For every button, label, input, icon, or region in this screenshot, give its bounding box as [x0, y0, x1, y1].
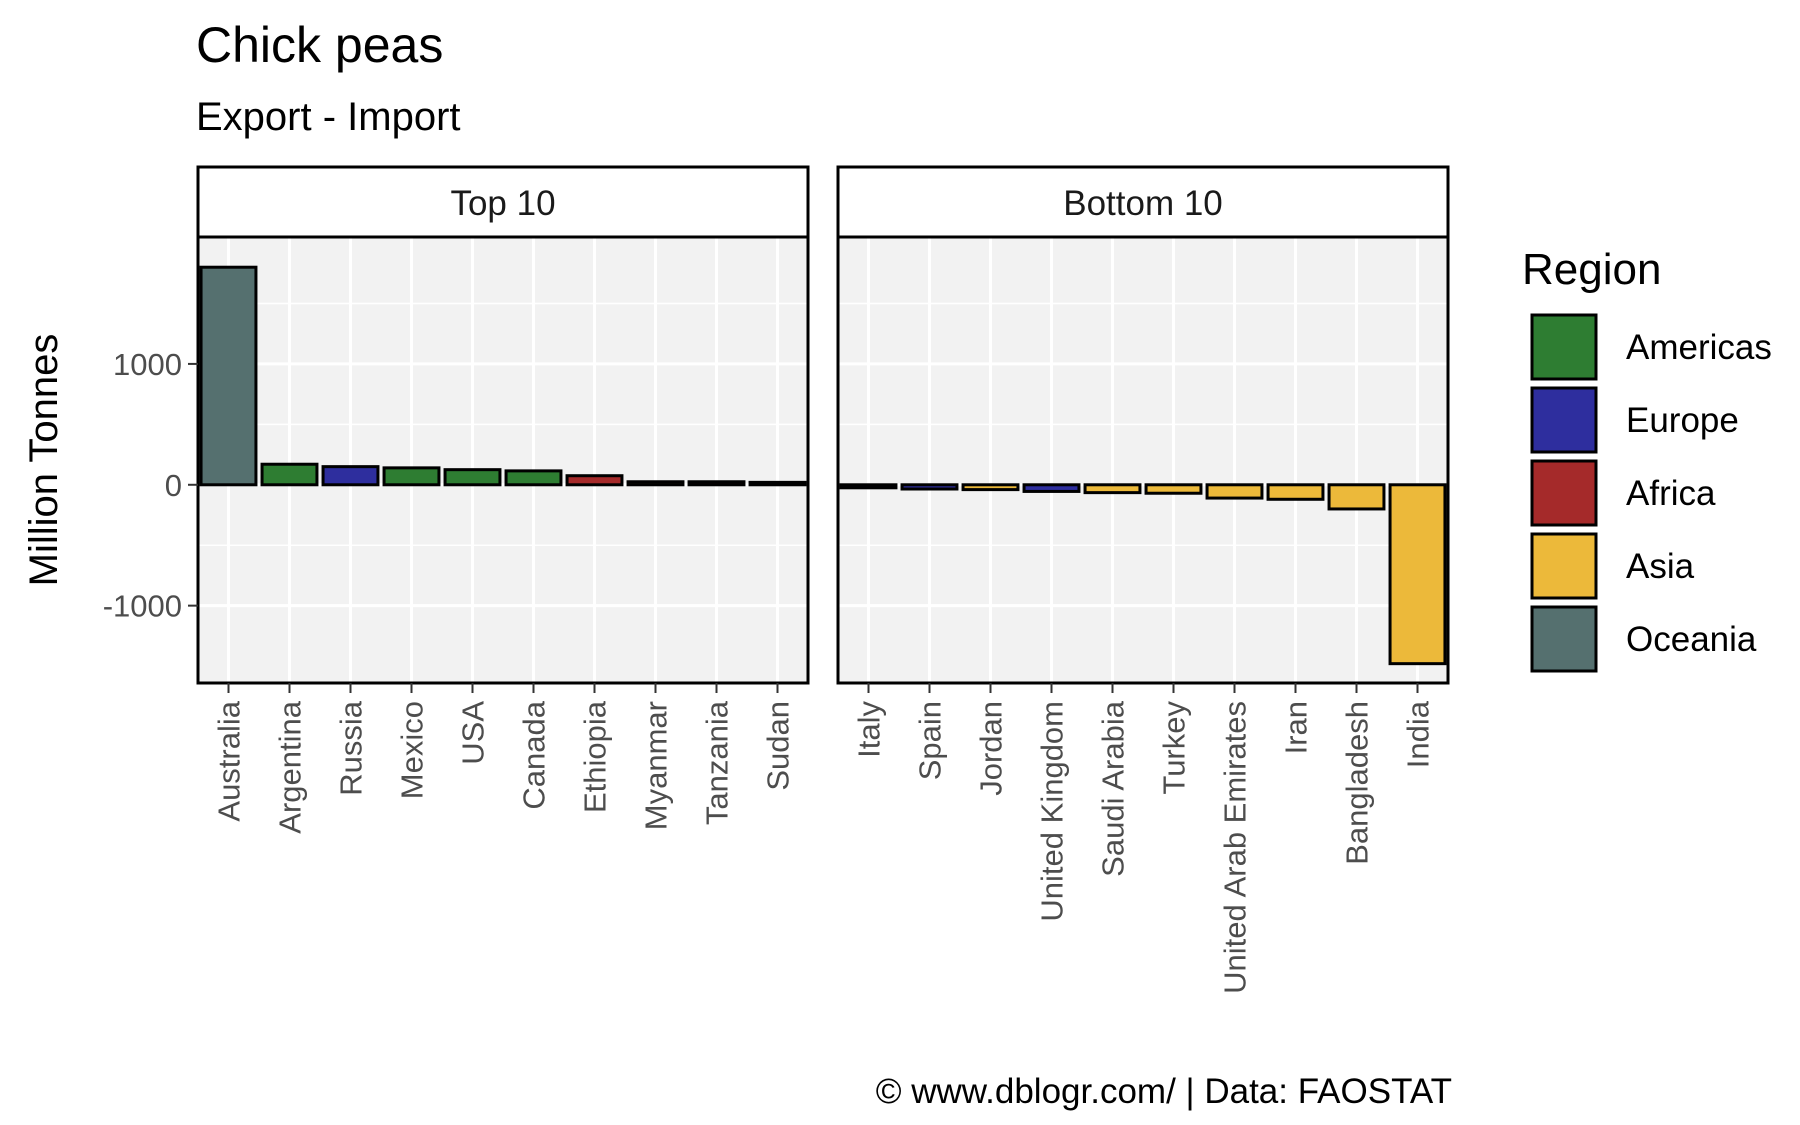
- y-tick-label: 1000: [113, 347, 182, 382]
- x-tick-label: Argentina: [273, 700, 308, 833]
- bar-sudan: [748, 480, 807, 487]
- bar-turkey: [1144, 483, 1203, 495]
- bar-iran: [1266, 483, 1325, 501]
- chart-subtitle: Export - Import: [196, 95, 461, 139]
- panel-background: [838, 237, 1448, 683]
- bar-jordan: [961, 483, 1020, 492]
- facet-strip: [196, 165, 810, 239]
- x-tick-label: Sudan: [761, 701, 796, 791]
- x-tick-label: Jordan: [974, 701, 1009, 796]
- x-tick-label: Ethiopia: [578, 700, 613, 813]
- bar-ethiopia: [565, 474, 624, 487]
- panel-border: [836, 235, 1450, 685]
- legend-swatch-europe: [1530, 386, 1598, 454]
- legend: Region Americas Europe Africa Asia Oceania: [1522, 245, 1772, 673]
- x-tick-label: Iran: [1279, 701, 1314, 754]
- bar-tanzania: [687, 480, 746, 487]
- legend-swatch-asia: [1530, 532, 1598, 600]
- facet-panel: Top 10 Australia Argentina Russia Mexico USA C…: [103, 165, 810, 834]
- x-tick-label: Mexico: [395, 701, 430, 799]
- y-tick-label: 0: [165, 468, 182, 503]
- bar-usa: [443, 468, 502, 487]
- panel-background: [198, 237, 808, 683]
- bar-united-arab-emirates: [1205, 483, 1264, 500]
- x-tick-label: Bangladesh: [1340, 701, 1375, 865]
- bar-russia: [321, 465, 380, 487]
- legend-swatch-americas: [1530, 313, 1598, 381]
- x-tick-label: Australia: [212, 700, 247, 821]
- x-tick-label: Canada: [517, 700, 552, 809]
- x-tick-label: United Arab Emirates: [1218, 701, 1253, 994]
- x-tick-label: Italy: [852, 701, 887, 758]
- bar-myanmar: [626, 480, 685, 487]
- legend-label: Europe: [1626, 401, 1739, 440]
- y-axis-title: Million Tonnes: [22, 334, 66, 587]
- facet-strip: [836, 165, 1450, 239]
- panels: Top 10 Australia Argentina Russia Mexico USA C…: [103, 165, 1450, 994]
- x-tick-label: Saudi Arabia: [1096, 700, 1131, 877]
- bar-argentina: [260, 462, 319, 487]
- facet-label: Top 10: [450, 184, 555, 223]
- facet-label: Bottom 10: [1063, 184, 1223, 223]
- bar-mexico: [382, 466, 441, 487]
- legend-swatch-oceania: [1530, 605, 1598, 673]
- chart-title: Chick peas: [196, 17, 443, 73]
- bar-bangladesh: [1327, 483, 1386, 511]
- x-tick-label: United Kingdom: [1035, 701, 1070, 922]
- y-tick-label: -1000: [103, 589, 182, 624]
- bar-united-kingdom: [1022, 483, 1081, 493]
- panel-border: [196, 235, 810, 685]
- legend-label: Asia: [1626, 547, 1695, 586]
- x-tick-label: India: [1401, 700, 1436, 768]
- caption: © www.dblogr.com/ | Data: FAOSTAT: [876, 1072, 1452, 1111]
- x-tick-label: USA: [456, 701, 491, 765]
- bar-australia: [199, 265, 258, 487]
- x-tick-label: Spain: [913, 701, 948, 780]
- x-tick-label: Turkey: [1157, 701, 1192, 795]
- bar-italy: [839, 483, 898, 490]
- x-tick-label: Tanzania: [700, 700, 735, 825]
- legend-label: Africa: [1626, 474, 1716, 513]
- legend-swatch-africa: [1530, 459, 1598, 527]
- bar-saudi-arabia: [1083, 483, 1142, 495]
- legend-title: Region: [1522, 245, 1661, 294]
- x-tick-label: Russia: [334, 700, 369, 796]
- legend-label: Americas: [1626, 328, 1772, 367]
- legend-label: Oceania: [1626, 620, 1757, 659]
- bar-spain: [900, 483, 959, 491]
- bar-india: [1388, 483, 1447, 666]
- bar-canada: [504, 469, 563, 487]
- x-tick-label: Myanmar: [639, 701, 674, 830]
- facet-panel: Bottom 10 Italy Spain Jordan United Kingdom S…: [836, 165, 1450, 994]
